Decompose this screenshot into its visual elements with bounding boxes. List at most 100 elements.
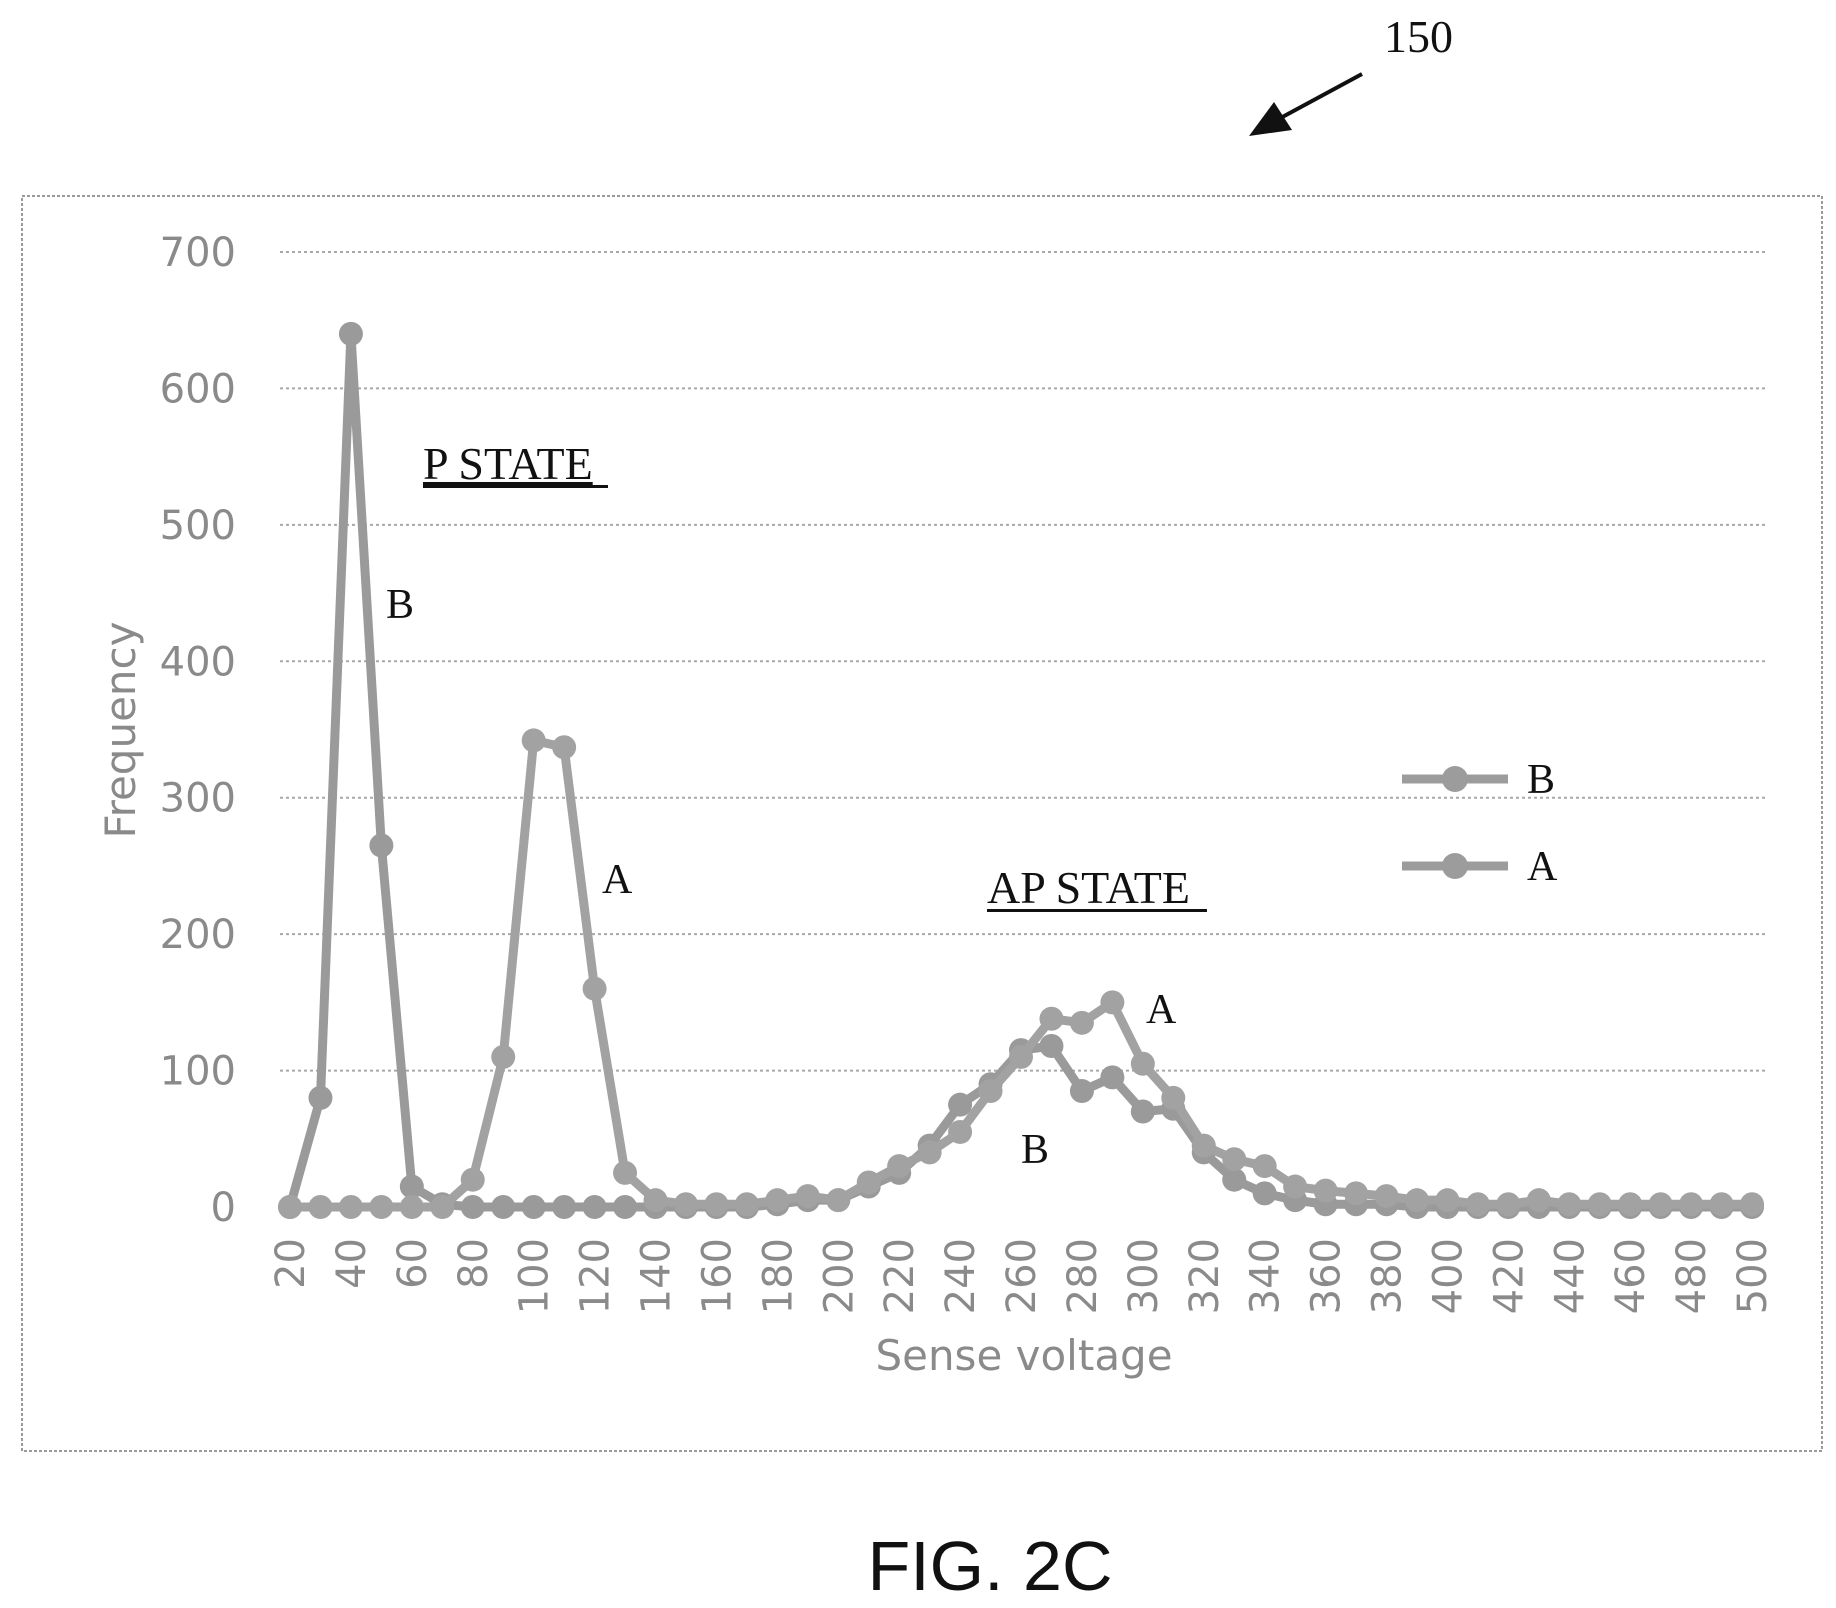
data-point-a	[826, 1188, 851, 1213]
x-tick-label: 80	[451, 1238, 497, 1289]
y-tick-label: 0	[211, 1185, 236, 1231]
x-tick-label: 100	[512, 1238, 558, 1314]
ap-state-annotation: AP STATE	[987, 862, 1190, 913]
data-point-a	[521, 728, 546, 753]
data-point-b	[582, 1195, 607, 1219]
legend-entry-b: B	[1402, 757, 1555, 803]
y-tick-label: 500	[160, 503, 236, 549]
data-point-a	[338, 1195, 363, 1219]
data-point-a	[1039, 1006, 1064, 1031]
data-point-a	[1130, 1051, 1155, 1076]
data-point-a	[1679, 1192, 1704, 1217]
data-point-a	[1435, 1188, 1460, 1213]
x-tick-label: 180	[755, 1238, 801, 1314]
data-point-a	[613, 1160, 638, 1185]
chart-frame	[21, 195, 1823, 1452]
legend: B A	[1402, 757, 1558, 890]
x-tick-label: 240	[938, 1238, 984, 1314]
data-point-a	[1648, 1192, 1673, 1217]
data-point-a	[278, 1195, 302, 1219]
legend-label-a: A	[1527, 844, 1558, 890]
data-point-b	[491, 1195, 516, 1219]
data-point-b	[1100, 1065, 1125, 1090]
data-point-a	[765, 1188, 790, 1213]
data-point-a	[1496, 1192, 1521, 1217]
data-point-a	[1252, 1154, 1277, 1179]
series-a	[278, 728, 1764, 1219]
x-tick-label: 140	[634, 1238, 680, 1314]
x-tick-label: 480	[1669, 1238, 1715, 1314]
data-point-a	[1222, 1147, 1247, 1172]
x-tick-label: 280	[1060, 1238, 1106, 1314]
data-point-a	[308, 1195, 333, 1219]
p-state-underline	[423, 485, 608, 488]
data-point-a	[734, 1192, 759, 1217]
x-tick-label: 320	[1182, 1238, 1228, 1314]
x-tick-label: 260	[999, 1238, 1045, 1314]
series-b-label-ap: B	[1021, 1127, 1049, 1173]
y-tick-label: 100	[160, 1049, 236, 1095]
data-point-b	[1130, 1099, 1155, 1124]
data-point-a	[673, 1192, 698, 1217]
x-tick-label: 200	[816, 1238, 862, 1314]
data-point-a	[1465, 1192, 1490, 1217]
data-point-a	[1313, 1178, 1338, 1203]
x-tick-label: 120	[573, 1238, 619, 1314]
data-point-a	[1069, 1010, 1094, 1035]
data-point-a	[978, 1079, 1003, 1104]
x-tick-label: 160	[694, 1238, 740, 1314]
data-point-b	[460, 1195, 485, 1219]
y-tick-label: 700	[160, 230, 236, 276]
x-tick-label: 340	[1243, 1238, 1289, 1314]
x-tick-label: 380	[1365, 1238, 1411, 1314]
data-point-a	[1161, 1085, 1186, 1110]
x-tick-label: 20	[268, 1238, 314, 1289]
data-point-b	[1039, 1034, 1064, 1059]
data-point-a	[856, 1170, 881, 1195]
data-point-a	[1740, 1192, 1764, 1217]
data-point-a	[430, 1195, 455, 1219]
data-point-a	[399, 1195, 424, 1219]
data-point-b	[613, 1195, 638, 1219]
data-point-b	[552, 1195, 577, 1219]
series-a-label-p: A	[602, 857, 633, 903]
y-tick-label: 200	[160, 912, 236, 958]
reference-numeral: 150	[1384, 11, 1453, 62]
y-tick-label: 400	[160, 639, 236, 685]
y-tick-label: 600	[160, 366, 236, 412]
y-tick-labels: 0 100 200 300 400 500 600 700	[160, 230, 236, 1231]
data-point-a	[582, 976, 607, 1001]
y-axis-label: Frequency	[96, 622, 145, 839]
data-point-a	[1526, 1188, 1551, 1213]
series-b-label-p: B	[386, 582, 414, 628]
data-point-b	[399, 1174, 424, 1199]
data-point-a	[460, 1167, 485, 1192]
data-point-a	[795, 1184, 820, 1209]
x-tick-label: 420	[1486, 1238, 1532, 1314]
data-point-a	[1587, 1192, 1612, 1217]
x-tick-label: 440	[1547, 1238, 1593, 1314]
data-point-a	[917, 1140, 942, 1165]
data-point-a	[1344, 1181, 1369, 1206]
data-point-a	[1374, 1184, 1399, 1209]
data-point-b	[521, 1195, 546, 1219]
data-point-a	[552, 735, 577, 760]
gridlines	[280, 251, 1768, 1072]
data-point-a	[887, 1154, 912, 1179]
x-tick-label: 400	[1425, 1238, 1471, 1314]
data-point-b	[1069, 1079, 1094, 1104]
data-point-a	[1100, 990, 1125, 1015]
figure-caption: FIG. 2C	[867, 1527, 1112, 1605]
x-tick-label: 300	[1121, 1238, 1167, 1314]
series-layer	[278, 321, 1764, 1219]
x-tick-label: 220	[877, 1238, 923, 1314]
data-point-b	[948, 1092, 973, 1117]
data-point-b	[369, 833, 394, 858]
data-point-a	[1404, 1188, 1429, 1213]
data-point-a	[704, 1192, 729, 1217]
data-point-b	[338, 321, 363, 346]
legend-label-b: B	[1527, 757, 1555, 803]
data-point-b	[1222, 1167, 1247, 1192]
data-point-a	[948, 1119, 973, 1144]
